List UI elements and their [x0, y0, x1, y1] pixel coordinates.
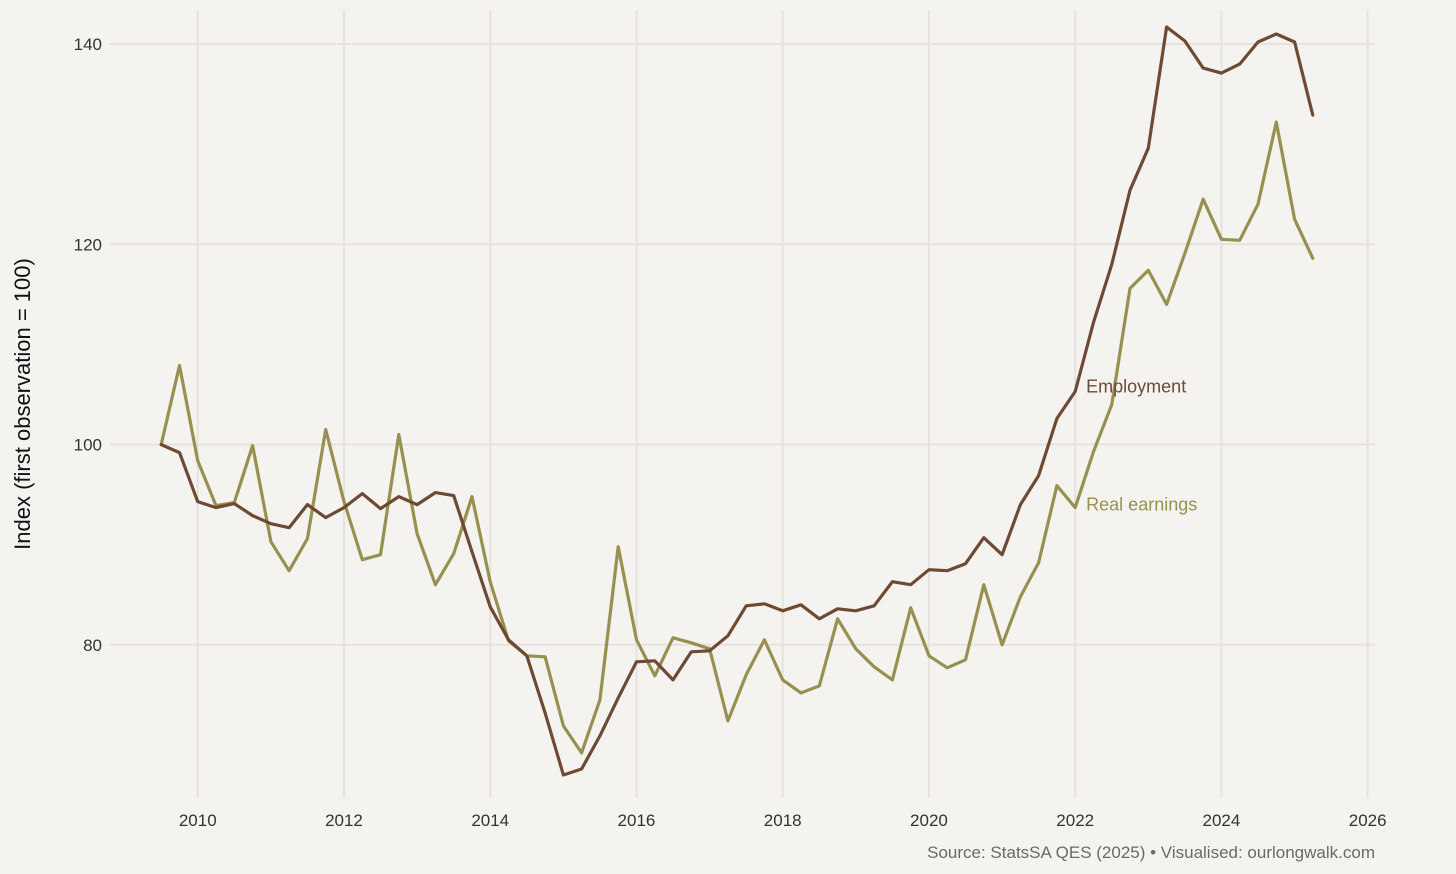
x-tick-label-2010: 2010: [179, 811, 217, 830]
x-tick-label-2012: 2012: [325, 811, 363, 830]
series-line-real-earnings: [159, 120, 1315, 755]
x-tick-label-2018: 2018: [764, 811, 802, 830]
series-line-employment: [159, 25, 1315, 777]
x-tick-label-2020: 2020: [910, 811, 948, 830]
y-axis-tick-labels: 80 100 120 140: [74, 35, 102, 655]
x-tick-label-2022: 2022: [1056, 811, 1094, 830]
x-tick-label-2026: 2026: [1349, 811, 1387, 830]
x-tick-label-2014: 2014: [471, 811, 509, 830]
x-axis-tick-labels: 2010 2012 2014 2016 2018 2020 2022 2024 2026: [179, 811, 1387, 830]
series-label-real-earnings: Real earnings: [1086, 495, 1197, 515]
source-caption: Source: StatsSA QES (2025) • Visualised:…: [927, 843, 1375, 862]
y-tick-label-80: 80: [83, 636, 102, 655]
y-tick-label-100: 100: [74, 436, 102, 455]
x-tick-label-2016: 2016: [618, 811, 656, 830]
x-tick-label-2024: 2024: [1203, 811, 1241, 830]
y-tick-label-120: 120: [74, 235, 102, 254]
vertical-gridlines: [196, 10, 1369, 798]
y-axis-title: Index (first observation = 100): [10, 258, 35, 550]
y-tick-label-140: 140: [74, 35, 102, 54]
series-labels: Employment Real earnings: [1086, 376, 1197, 514]
series-label-employment: Employment: [1086, 376, 1186, 396]
series-lines: [159, 25, 1315, 777]
